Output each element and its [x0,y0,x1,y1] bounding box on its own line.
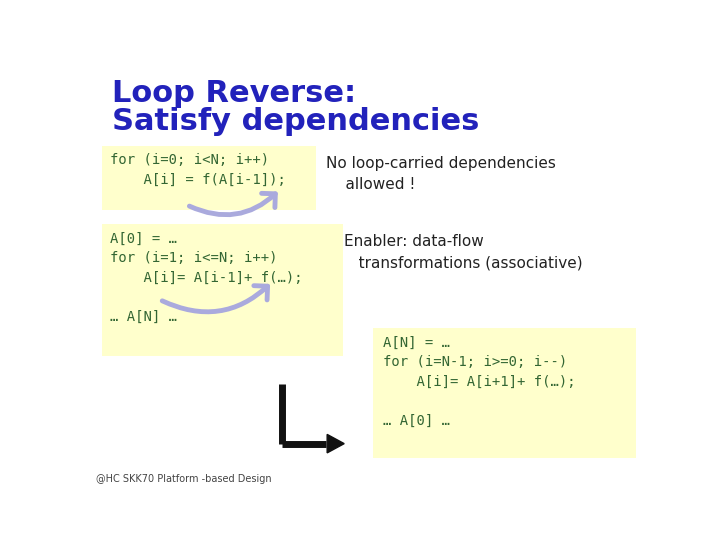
Text: No loop-carried dependencies
    allowed !: No loop-carried dependencies allowed ! [326,156,557,192]
Text: Loop Reverse:: Loop Reverse: [112,79,356,107]
FancyArrowPatch shape [189,193,275,215]
FancyArrowPatch shape [162,286,268,312]
FancyBboxPatch shape [102,146,315,211]
FancyBboxPatch shape [373,328,636,457]
Text: @HC SKK70 Platform -based Design: @HC SKK70 Platform -based Design [96,475,272,484]
FancyBboxPatch shape [102,224,343,356]
Text: A[0] = …
for (i=1; i<=N; i++)
    A[i]= A[i-1]+ f(…);

… A[N] …: A[0] = … for (i=1; i<=N; i++) A[i]= A[i-… [110,232,303,324]
Text: Satisfy dependencies: Satisfy dependencies [112,107,479,136]
Text: A[N] = …
for (i=N-1; i>=0; i--)
    A[i]= A[i+1]+ f(…);

… A[0] …: A[N] = … for (i=N-1; i>=0; i--) A[i]= A[… [383,336,575,428]
Text: Enabler: data-flow
   transformations (associative): Enabler: data-flow transformations (asso… [344,234,582,270]
Text: for (i=0; i<N; i++)
    A[i] = f(A[i-1]);: for (i=0; i<N; i++) A[i] = f(A[i-1]); [110,153,286,187]
Polygon shape [327,434,344,453]
